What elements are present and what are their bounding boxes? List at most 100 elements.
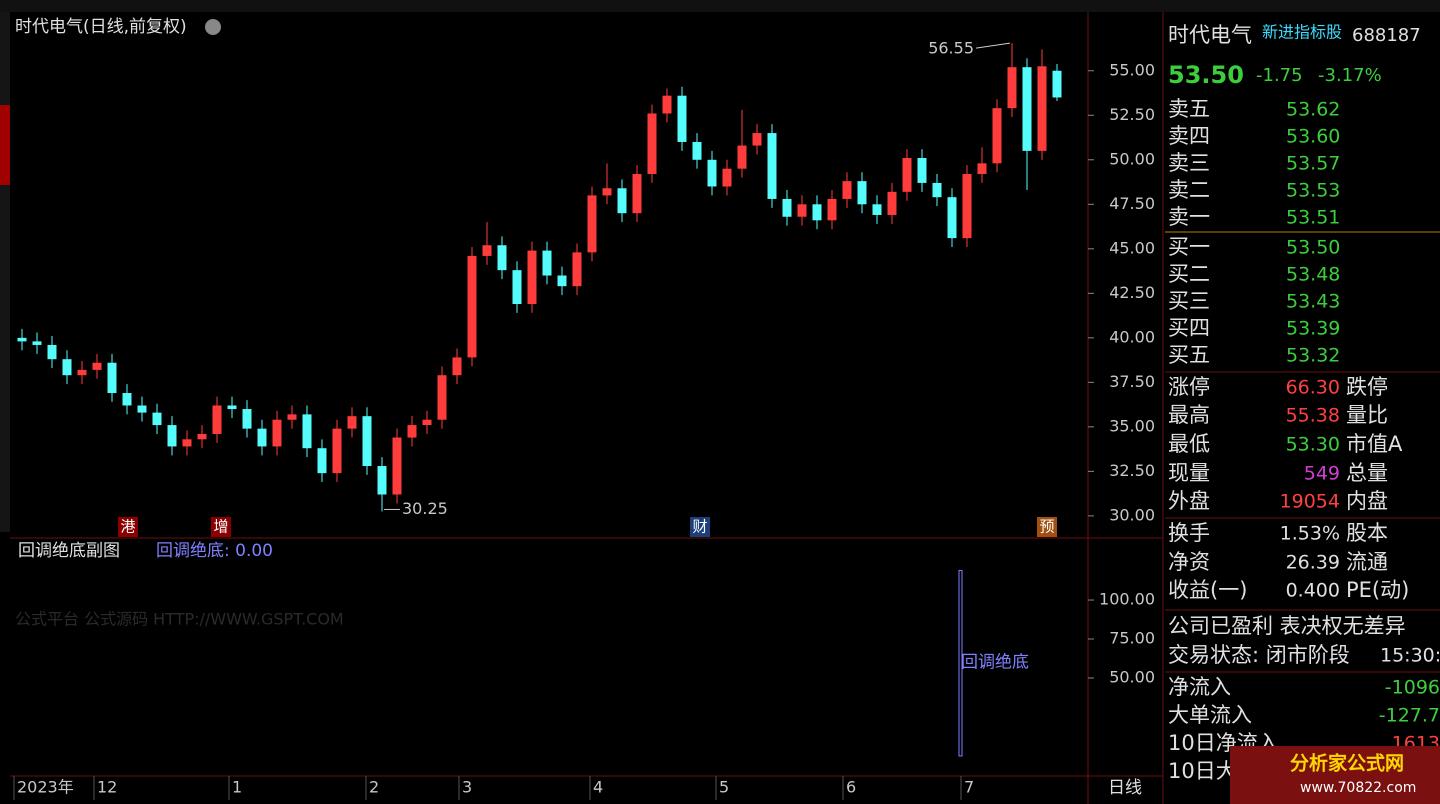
event-badge [118, 517, 138, 537]
candle-body [1052, 70, 1062, 98]
quote-text: 量比 [1346, 403, 1388, 427]
quote-text: 买三 [1168, 289, 1210, 313]
quote-text: -3.17% [1318, 65, 1382, 86]
candle-body [167, 425, 177, 447]
quote-text: 市值A [1346, 432, 1403, 456]
y-tick-label: 50.00 [1109, 667, 1155, 686]
quote-text: -1.75 [1256, 65, 1303, 86]
low-label: 30.25 [402, 499, 448, 518]
y-tick-label: 75.00 [1109, 629, 1155, 648]
quote-text: 53.50 [1168, 61, 1244, 89]
candle-body [857, 181, 867, 205]
site-url: www.70822.com [1300, 780, 1416, 796]
candle-body [182, 439, 192, 447]
candle-body [377, 466, 387, 495]
event-label: 财 [692, 518, 707, 536]
candle-body [962, 174, 972, 239]
event-label: 增 [213, 518, 228, 536]
candle-body [602, 188, 612, 196]
event-badge [1037, 517, 1057, 537]
candle-body [932, 182, 942, 198]
quote-text: 卖一 [1168, 205, 1210, 229]
active-tab[interactable] [0, 105, 10, 185]
quote-text: 卖四 [1168, 124, 1210, 148]
quote-text: 53.30 [1286, 434, 1340, 456]
quote-text: 53.57 [1286, 153, 1340, 175]
candle-body [422, 419, 432, 426]
quote-text: 收益(一) [1168, 578, 1247, 602]
side-tabs [0, 12, 10, 532]
candle-body [737, 145, 747, 169]
candle-body [587, 195, 597, 253]
candle-body [227, 405, 237, 410]
site-name: 分析家公式网 [1290, 752, 1404, 775]
candle-body [1037, 66, 1047, 151]
high-arrow [975, 42, 1011, 49]
quote-text: 0.400 [1286, 580, 1340, 602]
quote-text: 净流入 [1168, 675, 1231, 699]
candle-body [512, 270, 522, 304]
candle-body [917, 158, 927, 183]
quote-text: 53.43 [1286, 291, 1340, 313]
event-badge [690, 517, 710, 537]
period: 日线 [1108, 778, 1142, 798]
quote-text: 卖三 [1168, 151, 1210, 175]
candle-body [572, 252, 582, 287]
x-tick-label: 2 [369, 778, 379, 797]
quote-text: 内盘 [1346, 489, 1388, 513]
candle-body [812, 204, 822, 221]
x-tick-label: 7 [964, 778, 974, 797]
candle-body [842, 181, 852, 199]
site-logo [1230, 746, 1440, 804]
candle-body [287, 414, 297, 420]
quote-text: 最低 [1168, 432, 1210, 456]
quote-text: 15:30: [1380, 645, 1440, 667]
chart-title: 时代电气(日线,前复权) [15, 17, 187, 37]
x-tick-label: 2023年 [17, 778, 74, 797]
y-tick-label: 32.50 [1109, 461, 1155, 480]
candle-body [407, 425, 417, 438]
quote-text: PE(动) [1346, 578, 1409, 602]
sub-title: 回调绝底副图 [18, 541, 120, 561]
quote-text: 卖二 [1168, 178, 1210, 202]
candle-body [92, 362, 102, 370]
candle-body [542, 250, 552, 276]
event-label: 预 [1039, 518, 1054, 536]
candle-body [797, 204, 807, 217]
y-tick-label: 47.50 [1109, 194, 1155, 213]
quote-text: 总量 [1346, 461, 1388, 485]
quote-text: -1096 [1385, 677, 1440, 699]
candle-body [197, 433, 207, 440]
candle-body [647, 113, 657, 175]
quote-text: 53.60 [1286, 126, 1340, 148]
x-tick-label: 4 [593, 778, 603, 797]
event-label: 港 [120, 518, 135, 536]
candle-body [1007, 67, 1017, 109]
quote-text: 大单流入 [1168, 703, 1252, 727]
quote-text: 26.39 [1286, 552, 1340, 574]
candle-body [62, 359, 72, 376]
quote-text: 53.32 [1286, 345, 1340, 367]
quote-text: 688187 [1352, 25, 1421, 46]
quote-text: 55.38 [1286, 405, 1340, 427]
quote-text: 1.53% [1280, 523, 1340, 545]
y-tick-label: 30.00 [1109, 505, 1155, 524]
y-tick-label: 35.00 [1109, 416, 1155, 435]
bar-label: 回调绝底 [961, 652, 1029, 672]
candle-body [32, 341, 42, 345]
candle-body [137, 405, 147, 413]
menu-button[interactable] [205, 19, 221, 35]
candle-body [707, 159, 717, 187]
candle-body [902, 158, 912, 192]
y-tick-label: 100.00 [1099, 590, 1155, 609]
top-bar [0, 0, 1440, 12]
quote-text: 53.62 [1286, 99, 1340, 121]
candle-body [1022, 67, 1032, 151]
candle-body [17, 337, 27, 342]
candle-body [497, 245, 507, 271]
y-tick-label: 50.00 [1109, 149, 1155, 168]
x-tick-label: 3 [462, 778, 472, 797]
quote-text: 549 [1304, 463, 1340, 485]
y-tick-label: 45.00 [1109, 238, 1155, 257]
